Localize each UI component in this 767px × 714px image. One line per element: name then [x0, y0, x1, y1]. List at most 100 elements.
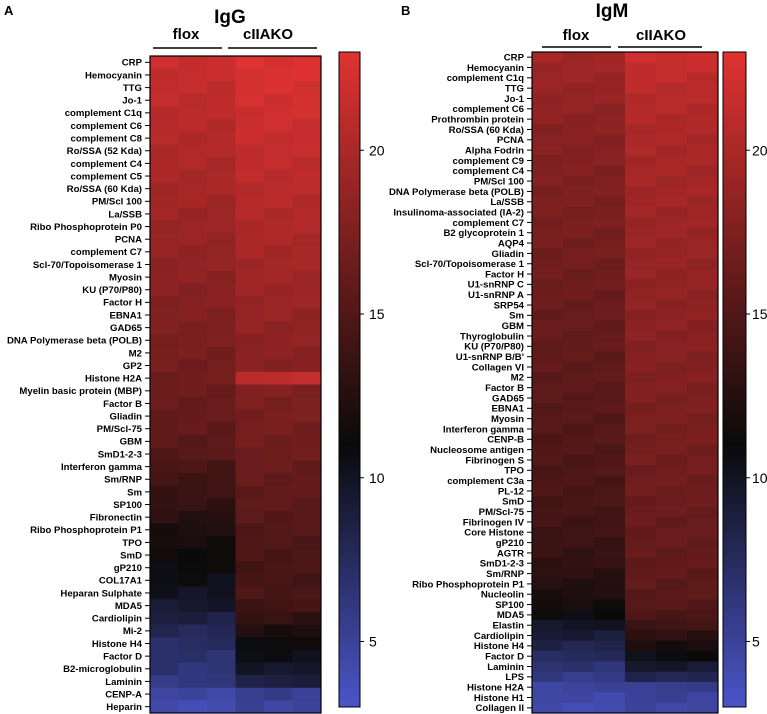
heatmap-frame-b	[531, 51, 719, 714]
heatmap-cell	[207, 510, 236, 524]
heatmap-cell	[150, 687, 179, 701]
row-label: KU (P70/P80)	[82, 285, 142, 296]
heatmap-cell	[563, 413, 595, 425]
heatmap-cell	[532, 196, 564, 208]
heatmap-cell	[178, 435, 208, 449]
chart-title-a: IgG	[214, 7, 246, 28]
heatmap-cell	[207, 346, 236, 360]
heatmap-cell	[264, 220, 293, 234]
heatmap-cell	[150, 232, 179, 246]
heatmap-cell	[532, 475, 564, 487]
heatmap-cell	[563, 52, 595, 63]
row-label: Heparin	[106, 702, 142, 713]
heatmap-cell	[594, 444, 626, 456]
heatmap-cell	[594, 682, 626, 693]
heatmap-cell	[532, 341, 564, 352]
heatmap-cell	[625, 475, 657, 487]
heatmap-cell	[178, 81, 208, 95]
heatmap-cell	[625, 144, 657, 156]
heatmap-cell	[292, 359, 322, 373]
row-label: Core Histone	[464, 528, 524, 539]
heatmap-cell	[178, 182, 208, 196]
heatmap-cell	[532, 640, 564, 652]
row-label: Histone H2A	[85, 374, 142, 385]
row-label: Prothrombin protein	[431, 114, 524, 125]
row-label: Sm/RNP	[104, 475, 142, 486]
row-label: gP210	[496, 538, 524, 549]
heatmap-cell	[264, 599, 293, 613]
heatmap-cell	[594, 640, 626, 652]
heatmap-cell	[625, 413, 657, 425]
heatmap-cell	[687, 527, 719, 538]
row-label: Thyroglobulin	[460, 331, 524, 342]
heatmap-cell	[594, 237, 626, 249]
row-label: M2	[129, 348, 142, 359]
heatmap-cell	[594, 258, 626, 270]
heatmap-cell	[264, 485, 293, 499]
heatmap-cell	[207, 308, 236, 322]
heatmap-cell	[264, 106, 293, 120]
heatmap-cell	[625, 516, 657, 528]
row-label: B2-microglobulin	[63, 664, 142, 675]
heatmap-cell	[207, 460, 236, 474]
heatmap-cell	[687, 279, 719, 290]
heatmap-cell	[532, 413, 564, 425]
heatmap-cell	[625, 661, 657, 673]
heatmap-cell	[264, 447, 293, 461]
heatmap-cell	[594, 279, 626, 290]
heatmap-cell	[235, 169, 265, 183]
heatmap-cell	[292, 586, 322, 600]
heatmap-cell	[264, 662, 293, 676]
heatmap-cell	[594, 568, 626, 580]
heatmap-cell	[563, 496, 595, 507]
heatmap-cell	[178, 384, 208, 398]
row-label: Jo-1	[504, 94, 524, 105]
heatmap-cell	[292, 675, 322, 689]
heatmap-cell	[687, 454, 719, 466]
heatmap-cell	[264, 624, 293, 638]
heatmap-cell	[656, 423, 688, 435]
group-label-ko-b: cIIAKO	[636, 27, 686, 44]
heatmap-cell	[563, 134, 595, 146]
heatmap-cell	[235, 498, 265, 512]
heatmap-cell	[563, 651, 595, 662]
heatmap-cell	[625, 527, 657, 538]
heatmap-cell	[292, 270, 322, 284]
heatmap-cell	[150, 422, 179, 436]
heatmap-cell	[625, 72, 657, 84]
heatmap-cell	[207, 624, 236, 638]
heatmap-cell	[687, 186, 719, 197]
row-label: Myosin	[109, 272, 142, 283]
heatmap-cell	[207, 321, 236, 335]
heatmap-cell	[292, 700, 322, 714]
heatmap-cell	[207, 649, 236, 663]
heatmap-cell	[625, 82, 657, 94]
row-label: Collagen II	[475, 703, 524, 714]
row-label: Hemocyanin	[85, 70, 142, 81]
heatmap-cell	[150, 599, 179, 613]
heatmap-cell	[594, 341, 626, 352]
heatmap-cell	[150, 194, 179, 209]
heatmap-cell	[656, 175, 688, 187]
heatmap-cell	[687, 682, 719, 693]
heatmap-cell	[292, 119, 322, 133]
row-label: Hemocyanin	[467, 63, 524, 74]
heatmap-cell	[563, 620, 595, 631]
heatmap-cell	[687, 630, 719, 642]
heatmap-cell	[625, 155, 657, 167]
heatmap-cell	[656, 640, 688, 652]
heatmap-cell	[207, 258, 236, 272]
heatmap-cell	[292, 371, 322, 385]
heatmap-cell	[563, 516, 595, 528]
heatmap-cell	[150, 346, 179, 360]
row-label: PL-12	[498, 486, 524, 497]
row-label: Histone H4	[92, 639, 143, 650]
heatmap-cell	[150, 258, 179, 272]
heatmap-cell	[178, 333, 208, 347]
heatmap-cell	[178, 586, 208, 600]
heatmap-cell	[292, 258, 322, 272]
heatmap-cell	[594, 454, 626, 466]
heatmap-cell	[264, 637, 293, 651]
heatmap-cell	[687, 702, 719, 714]
heatmap-cell	[264, 157, 293, 171]
